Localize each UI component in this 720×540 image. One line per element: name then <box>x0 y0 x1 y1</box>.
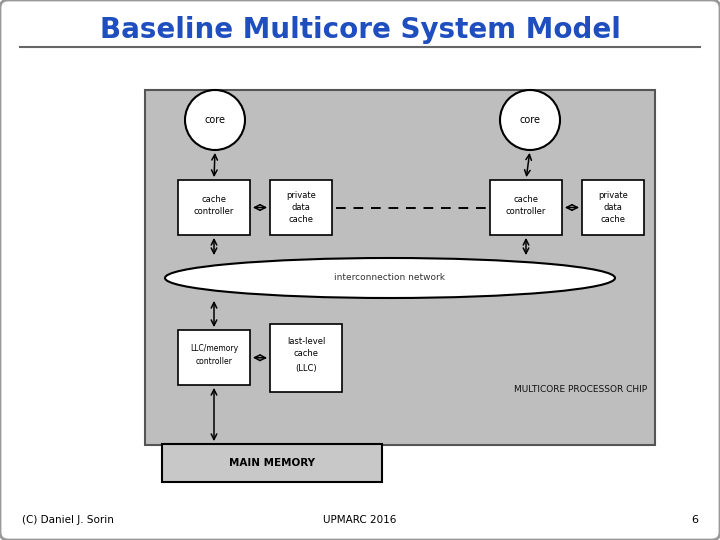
FancyBboxPatch shape <box>270 180 332 235</box>
FancyBboxPatch shape <box>178 180 250 235</box>
Text: cache: cache <box>513 195 539 204</box>
Text: UPMARC 2016: UPMARC 2016 <box>323 515 397 525</box>
FancyBboxPatch shape <box>162 444 382 482</box>
Text: cache: cache <box>202 195 227 204</box>
Text: private: private <box>286 191 316 200</box>
Text: private: private <box>598 191 628 200</box>
Text: controller: controller <box>194 207 234 216</box>
Text: data: data <box>292 203 310 212</box>
Circle shape <box>185 90 245 150</box>
FancyBboxPatch shape <box>490 180 562 235</box>
Text: 6: 6 <box>691 515 698 525</box>
Text: core: core <box>204 115 225 125</box>
Text: MAIN MEMORY: MAIN MEMORY <box>229 458 315 468</box>
Text: cache: cache <box>294 349 318 359</box>
Text: Baseline Multicore System Model: Baseline Multicore System Model <box>99 16 621 44</box>
Text: LLC/memory: LLC/memory <box>190 344 238 353</box>
FancyBboxPatch shape <box>145 90 655 445</box>
Text: cache: cache <box>600 215 626 224</box>
FancyBboxPatch shape <box>270 324 342 392</box>
Circle shape <box>500 90 560 150</box>
Text: (LLC): (LLC) <box>295 363 317 373</box>
Text: interconnection network: interconnection network <box>335 273 446 282</box>
FancyBboxPatch shape <box>582 180 644 235</box>
Text: core: core <box>520 115 541 125</box>
Text: controller: controller <box>196 357 233 366</box>
Text: (C) Daniel J. Sorin: (C) Daniel J. Sorin <box>22 515 114 525</box>
Text: MULTICORE PROCESSOR CHIP: MULTICORE PROCESSOR CHIP <box>514 386 647 395</box>
Text: data: data <box>603 203 622 212</box>
FancyBboxPatch shape <box>178 330 250 385</box>
Text: last-level: last-level <box>287 338 325 347</box>
Ellipse shape <box>165 258 615 298</box>
Text: cache: cache <box>289 215 313 224</box>
Text: controller: controller <box>506 207 546 216</box>
